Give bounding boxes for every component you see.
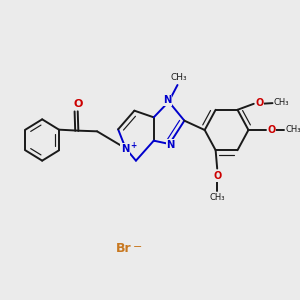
Text: O: O — [268, 125, 276, 135]
Text: N: N — [167, 140, 175, 150]
Text: +: + — [130, 141, 137, 150]
Text: O: O — [73, 99, 82, 109]
Text: CH₃: CH₃ — [273, 98, 289, 107]
Text: N: N — [121, 144, 129, 154]
Text: N: N — [163, 95, 172, 105]
Text: CH₃: CH₃ — [170, 73, 187, 82]
Text: CH₃: CH₃ — [209, 193, 225, 202]
Text: Br: Br — [116, 242, 131, 255]
Text: O: O — [256, 98, 264, 108]
Text: CH₃: CH₃ — [285, 125, 300, 134]
Text: O: O — [213, 171, 222, 181]
Text: −: − — [133, 242, 142, 252]
